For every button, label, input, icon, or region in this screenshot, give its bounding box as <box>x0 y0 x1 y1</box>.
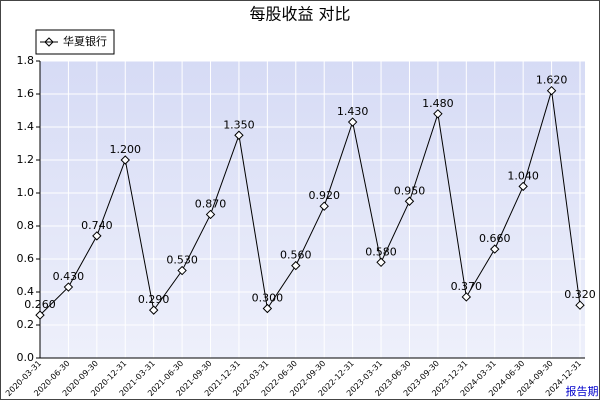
y-tick-label: 1.8 <box>17 54 35 67</box>
y-tick-label: 0.2 <box>17 318 35 331</box>
value-label: 1.620 <box>536 74 568 87</box>
point-marker <box>490 244 500 254</box>
value-label: 0.300 <box>252 292 284 305</box>
value-label: 1.200 <box>110 143 142 156</box>
point-marker <box>518 181 528 192</box>
y-tick-label: 1.2 <box>17 153 35 166</box>
point-marker <box>575 300 585 310</box>
value-label: 0.370 <box>451 280 483 293</box>
y-tick-label: 1.6 <box>17 87 35 100</box>
y-tick-label: 1.0 <box>17 186 35 199</box>
point-marker <box>262 303 273 314</box>
value-label: 0.530 <box>166 254 198 267</box>
value-label: 1.480 <box>422 97 454 110</box>
value-label: 0.660 <box>479 232 511 245</box>
point-marker <box>63 282 74 292</box>
y-tick-label: 1.4 <box>17 120 35 133</box>
point-marker <box>546 85 557 96</box>
value-label: 0.560 <box>280 249 312 262</box>
point-marker <box>35 310 45 320</box>
chart-title: 每股收益 对比 <box>249 5 350 24</box>
plot-area <box>40 61 585 358</box>
point-marker <box>319 201 329 211</box>
value-label: 0.580 <box>365 245 397 258</box>
point-marker <box>291 260 301 271</box>
point-marker <box>234 130 244 140</box>
value-label: 1.040 <box>507 169 539 182</box>
value-label: 0.950 <box>394 184 426 197</box>
value-label: 1.430 <box>337 105 369 118</box>
point-marker <box>177 265 187 276</box>
value-label: 0.870 <box>195 197 227 210</box>
point-marker <box>376 257 386 268</box>
value-label: 0.430 <box>53 270 85 283</box>
y-tick-label: 0.6 <box>17 252 35 265</box>
point-marker <box>347 117 358 127</box>
y-tick-label: 0.0 <box>17 351 35 364</box>
value-label: 0.260 <box>24 298 56 311</box>
point-marker <box>92 231 102 241</box>
value-label: 0.920 <box>308 189 340 202</box>
point-marker <box>205 209 216 220</box>
legend-label: 华夏银行 <box>63 34 107 48</box>
value-label: 0.320 <box>564 288 596 301</box>
legend-marker <box>44 37 54 47</box>
legend: 华夏银行 <box>35 29 115 55</box>
x-axis-label: 报告期 <box>566 384 599 398</box>
value-label: 1.350 <box>223 118 255 131</box>
value-label: 0.290 <box>138 293 170 306</box>
series-line <box>39 90 581 316</box>
point-marker <box>120 155 130 165</box>
point-marker <box>148 305 159 315</box>
y-tick-label: 0.4 <box>17 285 35 298</box>
value-label: 0.740 <box>81 219 113 232</box>
point-marker <box>461 292 472 302</box>
point-marker <box>433 109 443 119</box>
point-marker <box>404 196 415 206</box>
y-tick-label: 0.8 <box>17 219 35 232</box>
